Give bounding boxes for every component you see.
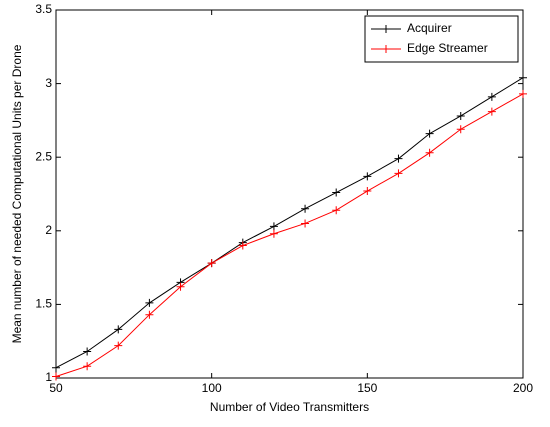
marker-shape [83,347,92,356]
data-point [238,241,247,250]
data-point [519,89,527,98]
marker-shape [332,188,341,197]
marker-shape [114,341,123,350]
marker-shape [83,362,92,371]
x-tick-label: 150 [357,381,377,395]
y-tick-label: 3 [45,76,52,90]
x-axis-label: Number of Video Transmitters [210,400,369,414]
marker-shape [394,169,403,178]
marker-shape [52,372,60,381]
x-tick-label: 200 [513,381,533,395]
legend-box [364,15,519,63]
marker-shape [382,45,390,53]
data-point [145,298,154,307]
marker-shape [487,107,496,116]
data-point [425,129,434,138]
marker-shape [301,204,310,213]
data-point [363,172,372,181]
data-point [176,282,185,291]
x-tick-label: 50 [49,381,63,395]
marker-shape [145,298,154,307]
data-point [394,169,403,178]
marker-shape [425,129,434,138]
marker-shape [487,92,496,101]
marker-shape [207,259,216,268]
data-point [301,204,310,213]
marker-shape [301,219,310,228]
marker-shape [519,73,527,82]
series-line [55,93,524,378]
marker-shape [363,187,372,196]
x-tick-label: 100 [202,381,222,395]
data-point [52,363,60,372]
y-tick-label: 2 [45,223,52,237]
data-point [145,310,154,319]
legend-marker [382,45,390,53]
marker-shape [269,222,278,231]
marker-shape [114,325,123,334]
data-point [456,111,465,120]
data-point [332,206,341,215]
marker-shape [382,25,390,33]
data-point [207,259,216,268]
marker-shape [176,282,185,291]
marker-shape [394,154,403,163]
legend-label: Edge Streamer [407,41,488,55]
marker-shape [456,111,465,120]
legend-marker [382,25,390,33]
data-point [456,125,465,134]
marker-shape [332,206,341,215]
marker-shape [238,241,247,250]
data-point [52,372,60,381]
y-tick-label: 2.5 [35,149,52,163]
marker-shape [145,310,154,319]
data-point [487,92,496,101]
marker-shape [425,148,434,157]
y-tick-label: 3.5 [35,2,52,16]
data-point [332,188,341,197]
data-point [425,148,434,157]
data-point [394,154,403,163]
data-point [269,229,278,238]
data-point [269,222,278,231]
data-point [301,219,310,228]
marker-shape [363,172,372,181]
data-point [114,341,123,350]
data-point [487,107,496,116]
marker-shape [269,229,278,238]
data-point [83,362,92,371]
marker-shape [456,125,465,134]
y-tick-label: 1 [45,370,52,384]
series-line [55,77,524,369]
y-tick-label: 1.5 [35,297,52,311]
data-point [519,73,527,82]
data-point [114,325,123,334]
data-point [83,347,92,356]
legend-label: Acquirer [407,21,452,35]
marker-shape [519,89,527,98]
y-axis-label: Mean number of needed Computational Unit… [10,44,24,343]
data-point [363,187,372,196]
marker-shape [52,363,60,372]
